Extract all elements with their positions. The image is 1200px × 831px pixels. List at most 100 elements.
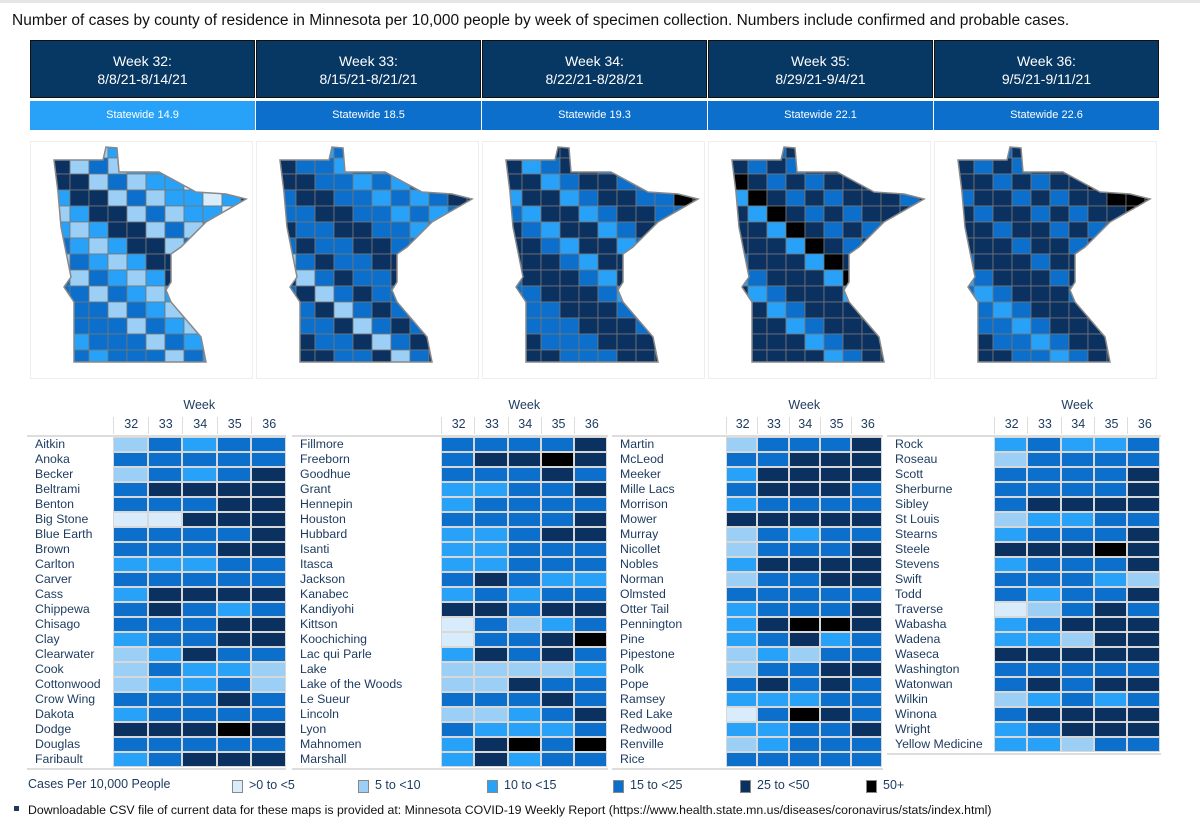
heatmap-cell bbox=[251, 482, 286, 497]
map-county-region bbox=[598, 366, 617, 380]
heatmap-cell bbox=[1093, 542, 1128, 557]
map-county-region bbox=[559, 333, 580, 351]
heatmap-cell bbox=[507, 572, 541, 587]
map-county-region bbox=[1068, 317, 1089, 335]
map-county-region bbox=[107, 221, 128, 239]
heatmap-cell bbox=[851, 527, 883, 542]
map-county-region bbox=[280, 349, 297, 362]
map-county-region bbox=[559, 349, 580, 362]
heatmap-cell bbox=[441, 572, 475, 587]
week-column-header: 35 bbox=[819, 417, 852, 434]
map-county-region bbox=[295, 205, 316, 223]
county-name: Wilkin bbox=[895, 692, 928, 706]
heatmap-cell bbox=[726, 752, 758, 767]
map-county-region bbox=[992, 269, 1013, 287]
map-county-region bbox=[428, 147, 449, 159]
heatmap-cell bbox=[726, 572, 758, 587]
map-county-region bbox=[635, 147, 656, 159]
map-county-region bbox=[1068, 333, 1089, 351]
map-county-region bbox=[69, 349, 90, 362]
heatmap-cell bbox=[540, 452, 575, 467]
statewide-rate: Statewide 19.3 bbox=[482, 101, 707, 130]
map-county-region bbox=[654, 237, 675, 255]
map-county-region bbox=[221, 173, 242, 191]
heatmap-cell bbox=[726, 527, 758, 542]
map-county-region bbox=[466, 237, 472, 255]
map-county-region bbox=[202, 173, 223, 191]
county-name: Mille Lacs bbox=[620, 482, 675, 496]
heatmap-cell bbox=[441, 557, 475, 572]
map-county-region bbox=[371, 253, 392, 271]
heatmap-cell bbox=[540, 677, 575, 692]
heatmap-cell bbox=[994, 722, 1028, 737]
map-county-region bbox=[842, 333, 863, 351]
heatmap-cell bbox=[113, 542, 148, 557]
map-county-region bbox=[804, 285, 825, 303]
map-county-region bbox=[973, 237, 994, 255]
bullet-icon bbox=[14, 806, 19, 812]
map-county-region bbox=[409, 205, 430, 223]
heatmap-cell bbox=[757, 467, 789, 482]
heatmap-cell bbox=[474, 722, 508, 737]
map-county-region bbox=[447, 221, 468, 239]
heatmap-cell bbox=[540, 527, 575, 542]
map-county-region bbox=[107, 301, 128, 319]
map-county-region bbox=[240, 173, 246, 191]
legend-label: >0 to <5 bbox=[249, 778, 295, 792]
county-name: Faribault bbox=[35, 752, 83, 766]
map-county-region bbox=[521, 147, 542, 159]
heatmap-cell bbox=[147, 482, 182, 497]
map-county-region bbox=[164, 269, 185, 287]
county-name: Crow Wing bbox=[35, 692, 96, 706]
map-county-region bbox=[522, 366, 541, 380]
map-county-region bbox=[958, 237, 975, 255]
heatmap-cell bbox=[147, 722, 182, 737]
heatmap-cell bbox=[113, 497, 148, 512]
map-county-region bbox=[333, 301, 354, 319]
map-county-region bbox=[578, 269, 599, 287]
heatmap-cell bbox=[474, 662, 508, 677]
map-county-region bbox=[409, 253, 430, 271]
heatmap-cell bbox=[1127, 482, 1161, 497]
map-county-region bbox=[428, 269, 449, 287]
heatmap-cell bbox=[507, 602, 541, 617]
heatmap-cell bbox=[757, 452, 789, 467]
heatmap-cell bbox=[788, 557, 820, 572]
map-county-region bbox=[1106, 333, 1127, 351]
week-column-header: 35 bbox=[540, 417, 575, 434]
map-county-region bbox=[240, 157, 246, 175]
map-county-region bbox=[823, 253, 844, 271]
map-county-region bbox=[1030, 173, 1051, 191]
map-county-region bbox=[958, 285, 975, 303]
county-name: Mahnomen bbox=[300, 737, 362, 751]
map-county-region bbox=[280, 237, 297, 255]
map-county-region bbox=[315, 366, 334, 380]
map-county-region bbox=[692, 349, 698, 362]
map-county-region bbox=[222, 366, 241, 380]
county-name: Marshall bbox=[300, 752, 347, 766]
map-county-region bbox=[1068, 221, 1089, 239]
county-name: Renville bbox=[620, 737, 664, 751]
map-county-region bbox=[390, 147, 411, 159]
heatmap-cell bbox=[216, 467, 251, 482]
heatmap-cell bbox=[994, 707, 1028, 722]
map-county-region bbox=[992, 349, 1013, 362]
map-county-region bbox=[390, 317, 411, 335]
heatmap-cell bbox=[251, 572, 286, 587]
legend-label: 50+ bbox=[883, 778, 905, 792]
heatmap-cell bbox=[726, 737, 758, 752]
heatmap-cell bbox=[757, 542, 789, 557]
map-county-region bbox=[692, 269, 698, 287]
map-county-region bbox=[428, 157, 449, 175]
map-county-region bbox=[692, 285, 698, 303]
map-county-region bbox=[635, 301, 656, 319]
heatmap-cell bbox=[216, 497, 251, 512]
heatmap-cell bbox=[1093, 527, 1128, 542]
map-county-region bbox=[1088, 366, 1107, 380]
map-county-region bbox=[295, 189, 316, 207]
heatmap-cell bbox=[540, 497, 575, 512]
map-county-region bbox=[202, 333, 223, 351]
map-county-region bbox=[1106, 221, 1127, 239]
map-county-region bbox=[992, 237, 1013, 255]
map-county-region bbox=[1011, 173, 1032, 191]
